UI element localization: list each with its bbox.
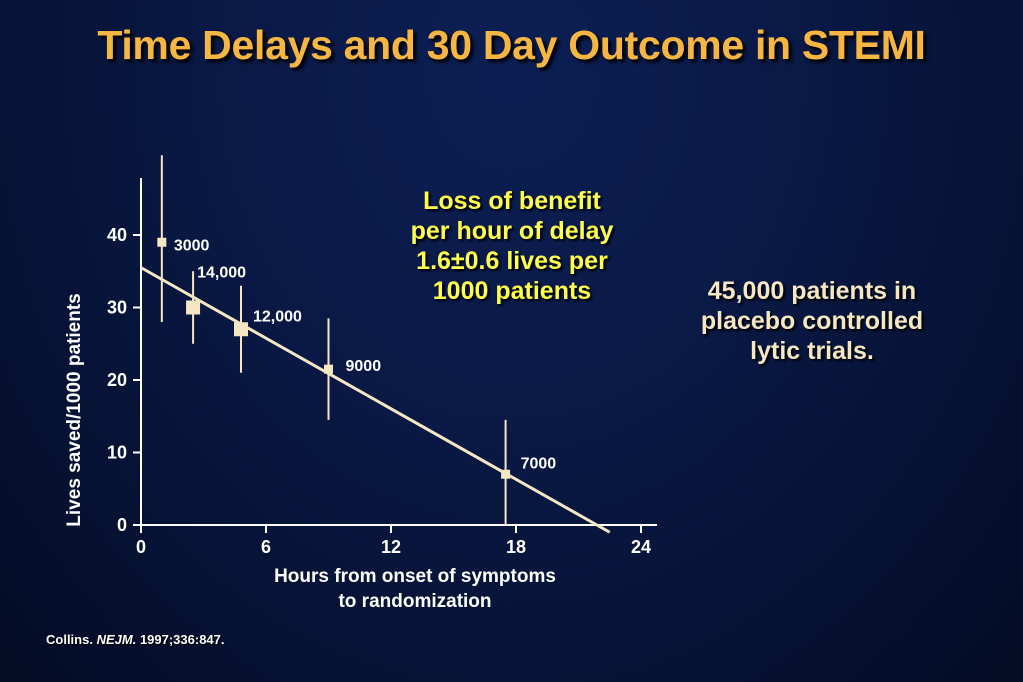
x-tick-label: 24: [631, 537, 651, 557]
data-point: [234, 322, 248, 337]
x-tick-label: 12: [381, 537, 401, 557]
x-axis-title-line: to randomization: [338, 591, 491, 612]
loss-line-1: Loss of benefit: [423, 187, 601, 215]
y-tick-label: 0: [117, 515, 127, 535]
x-tick-label: 18: [506, 537, 526, 557]
x-tick-label: 6: [261, 537, 271, 557]
point-label: 9000: [346, 358, 382, 375]
y-axis-title: Lives saved/1000 patients: [64, 293, 85, 526]
y-tick-label: 10: [107, 443, 127, 463]
loss-line-2: per hour of delay: [410, 217, 614, 245]
trend-line: [140, 266, 611, 534]
patients-line-2: placebo controlled: [700, 307, 924, 335]
point-label: 7000: [521, 455, 557, 472]
slide-title: Time Delays and 30 Day Outcome in STEMI: [97, 22, 926, 68]
citation-author: Collins.: [46, 632, 93, 647]
data-point: [157, 237, 167, 247]
data-point: [324, 364, 333, 374]
point-label: 3000: [174, 237, 210, 254]
citation-journal: NEJM.: [96, 632, 137, 647]
x-tick-label: 0: [136, 537, 146, 557]
data-point: [501, 469, 511, 479]
loss-of-benefit-annotation: Loss of benefit per hour of delay 1.6±0.…: [382, 186, 642, 306]
point-label: 14,000: [197, 265, 246, 282]
data-point: [186, 300, 201, 315]
patients-annotation: 45,000 patients in placebo controlled ly…: [662, 276, 962, 366]
point-label: 12,000: [253, 308, 302, 325]
loss-line-3: 1.6±0.6 lives per: [416, 247, 608, 275]
x-axis-title-line: Hours from onset of symptoms: [274, 566, 556, 587]
citation: Collins. NEJM. 1997;336:847.: [46, 632, 225, 647]
y-tick-label: 40: [107, 225, 127, 245]
y-tick-label: 30: [107, 298, 127, 318]
citation-ref: 1997;336:847.: [139, 632, 225, 647]
patients-line-3: lytic trials.: [750, 337, 874, 365]
y-tick-label: 20: [107, 370, 127, 390]
patients-line-1: 45,000 patients in: [707, 277, 917, 305]
loss-line-4: 1000 patients: [432, 277, 592, 305]
